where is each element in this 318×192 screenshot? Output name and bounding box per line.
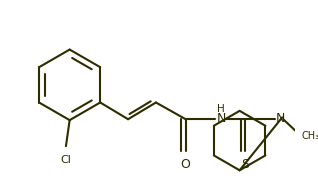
Text: Cl: Cl [60,156,71,166]
Text: H: H [217,104,225,114]
Text: S: S [241,158,249,171]
Text: N: N [216,112,226,125]
Text: CH₃: CH₃ [302,131,318,141]
Text: O: O [181,158,190,171]
Text: N: N [276,112,285,125]
